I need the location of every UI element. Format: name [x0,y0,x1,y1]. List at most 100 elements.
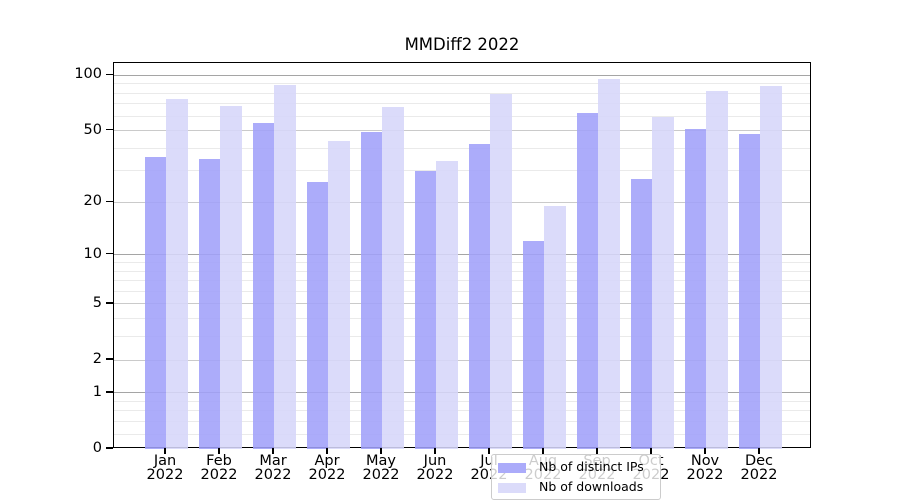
x-tick-nov [704,448,706,454]
gridline-minor-y-40 [114,147,810,149]
x-tick-year: 2022 [254,467,292,483]
bar-downloads-mar [274,84,296,449]
y-tick-label-0: 0 [92,440,102,456]
x-tick-label-mar: Mar 2022 [245,453,301,483]
bar-distinct-ips-may [360,132,382,449]
x-tick-label-nov: Nov 2022 [677,453,733,483]
bar-downloads-nov [706,91,728,449]
y-tick-label-5: 5 [92,294,102,311]
legend: Nb of distinct IPs Nb of downloads [491,454,661,500]
y-tick-5 [105,302,113,304]
x-tick-jul [488,448,490,454]
bar-downloads-jun [436,161,458,449]
x-tick-month: Feb [206,453,232,469]
x-tick-dec [758,448,760,454]
x-tick-month: May [366,453,396,469]
x-tick-year: 2022 [308,467,346,483]
gridline-y-100 [114,74,810,76]
x-tick-month: Mar [259,453,287,469]
bar-downloads-may [382,107,404,449]
gridline-y-20 [114,201,810,203]
x-tick-month: Nov [690,453,720,469]
gridline-minor-y-0.8 [114,400,810,402]
y-tick-label-20: 20 [83,193,102,210]
x-tick-apr [326,448,328,454]
bar-distinct-ips-dec [738,133,760,449]
y-tick-label-100: 100 [74,66,102,83]
y-tick-1 [105,391,113,393]
x-tick-label-jan: Jan 2022 [137,453,193,483]
gridline-minor-y-8 [114,270,810,272]
bar-downloads-oct [652,117,674,449]
x-tick-mar [272,448,274,454]
bar-downloads-feb [220,106,242,449]
x-tick-label-feb: Feb 2022 [191,453,247,483]
x-tick-feb [218,448,220,454]
x-tick-label-dec: Dec 2022 [731,453,787,483]
y-tick-50 [105,128,113,131]
legend-swatch-downloads [498,482,526,493]
gridline-y-5 [114,303,810,305]
x-tick-oct [650,448,652,454]
gridline-minor-y-0.4 [114,421,810,423]
gridline-minor-y-60 [114,115,810,117]
x-tick-label-jun: Jun 2022 [407,454,463,483]
bar-downloads-jan [166,99,188,449]
y-tick-20 [105,200,113,203]
gridline-minor-y-3 [114,336,810,338]
x-tick-month: Dec [744,453,774,469]
x-tick-year: 2022 [740,467,778,483]
y-tick-100 [105,73,113,75]
chart-title: MMDiff2 2022 [404,35,520,54]
x-tick-month: Apr [314,453,340,469]
bar-downloads-apr [328,140,350,449]
x-tick-month: Jan [153,453,177,469]
gridline-minor-y-6 [114,290,810,292]
bar-distinct-ips-jan [144,156,166,449]
gridlines-layer [114,63,810,447]
bar-distinct-ips-mar [252,122,274,449]
y-tick-label-1: 1 [92,383,102,400]
bar-distinct-ips-sep [576,113,598,449]
gridline-y-2 [114,359,810,361]
x-tick-label-apr: Apr 2022 [299,453,355,483]
gridline-minor-y-9 [114,261,810,263]
bar-distinct-ips-nov [684,128,706,449]
y-tick-label-10: 10 [83,245,102,262]
gridline-minor-y-90 [114,83,810,85]
legend-item-downloads: Nb of downloads [498,481,652,493]
gridline-minor-y-7 [114,280,810,282]
bar-distinct-ips-aug [522,241,544,449]
gridline-y-50 [114,130,810,132]
x-tick-year: 2022 [200,467,238,483]
y-tick-0 [105,447,113,449]
x-tick-year: 2022 [686,467,724,483]
bars-layer [114,63,810,449]
bar-downloads-dec [760,86,782,449]
y-tick-2 [105,358,113,360]
plot-area: Nb of distinct IPs Nb of downloads [113,62,811,500]
gridline-minor-y-0.2 [114,433,810,435]
bar-downloads-aug [544,206,566,449]
x-tick-sep [596,448,598,454]
gridline-y-10 [114,254,810,256]
bar-distinct-ips-oct [630,179,652,449]
x-tick-may [380,448,382,454]
gridline-minor-y-30 [114,170,810,172]
legend-item-distinct-ips: Nb of distinct IPs [498,459,652,475]
bar-distinct-ips-jul [468,144,490,449]
y-tick-label-50: 50 [83,121,102,138]
x-tick-jun [434,448,436,454]
gridline-minor-y-80 [114,92,810,94]
gridline-minor-y-70 [114,103,810,105]
x-tick-aug [542,448,544,454]
legend-label-distinct-ips: Nb of distinct IPs [539,459,644,475]
x-tick-jan [164,448,166,454]
x-tick-year: 2022 [362,467,400,483]
legend-swatch-distinct-ips [498,462,526,473]
y-tick-10 [105,253,113,255]
bar-distinct-ips-feb [198,158,220,449]
y-tick-label-2: 2 [92,351,102,367]
x-tick-year: 2022 [146,467,184,483]
